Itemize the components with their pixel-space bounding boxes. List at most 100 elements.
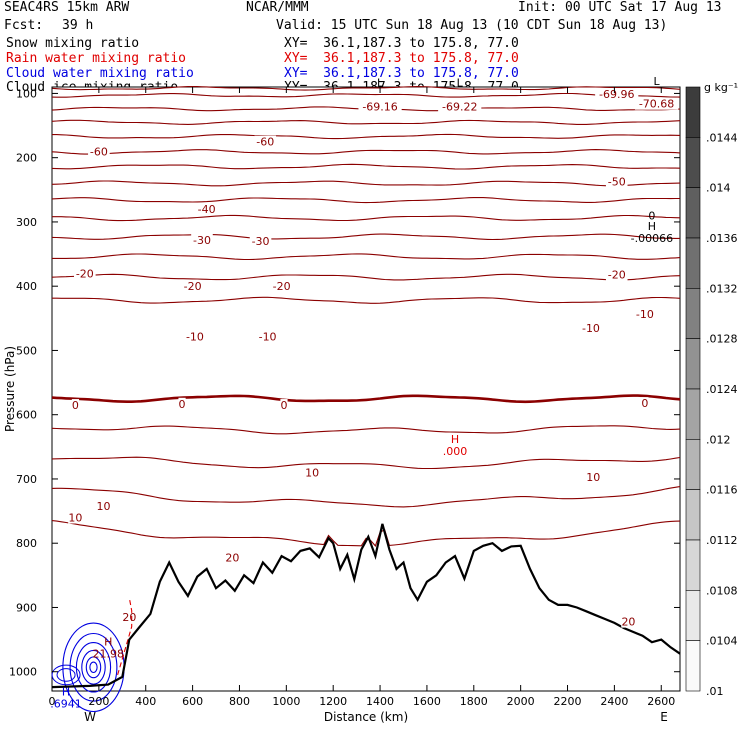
contour-label: 10	[305, 467, 319, 480]
temperature-contour	[51, 149, 681, 155]
contour-label-halo	[88, 145, 110, 158]
contour-label-halo	[641, 397, 649, 410]
terrain-profile	[51, 523, 681, 689]
temperature-contour	[51, 119, 681, 125]
extremum-marker: L	[377, 76, 384, 89]
contour-label-halo	[438, 100, 482, 113]
contour-label-halo	[280, 399, 288, 412]
contour-label-halo	[225, 551, 240, 564]
field-name-cloud-water: Cloud water mixing ratio	[6, 66, 194, 81]
y-tick-label: 600	[16, 409, 37, 422]
colorbar-tick-label: .0104	[706, 635, 738, 648]
rain-water-contours	[117, 597, 133, 676]
field-name-rain: Rain water mixing ratio	[6, 51, 187, 66]
colorbar-swatch	[685, 640, 701, 692]
y-tick-label: 500	[16, 344, 37, 357]
temperature-contour	[51, 425, 681, 435]
colorbar-tick-label: .0112	[706, 534, 738, 547]
x-tick-label: 1000	[272, 695, 300, 708]
colorbar-tick-label: .014	[706, 182, 731, 195]
extremum-marker: L	[457, 76, 464, 89]
terrain-line	[51, 523, 681, 689]
colorbar-swatch	[685, 187, 701, 239]
contour-label-halo	[254, 135, 277, 148]
x-tick-label: 2600	[647, 695, 675, 708]
colorbar-swatch	[685, 288, 701, 339]
contour-label: -30	[193, 234, 211, 247]
contour-label: -60	[90, 145, 108, 158]
x-tick-label: 1600	[413, 695, 441, 708]
y-tick-label: 200	[16, 152, 37, 165]
colorbar-swatch	[685, 439, 701, 490]
contour-label: -69.16	[362, 100, 397, 113]
contour-label-halo	[195, 203, 218, 216]
extremum-marker: H	[648, 220, 656, 233]
contour-label-halo	[634, 97, 679, 110]
contour-label: -10	[186, 330, 204, 343]
contour-label: 0	[641, 397, 648, 410]
contour-label-halo	[580, 321, 602, 334]
contour-label-halo	[178, 397, 186, 410]
contour-label-halo	[191, 233, 213, 246]
contour-label: -50	[608, 175, 626, 188]
contour-label-halo	[605, 175, 628, 188]
contour-label: 20	[621, 616, 635, 629]
contour-label: 20	[225, 551, 239, 564]
extremum-value: .6941	[50, 697, 82, 710]
contour-label: 0	[72, 399, 79, 412]
x-tick-label: 600	[182, 695, 203, 708]
temperature-contour	[51, 180, 681, 187]
east-label: E	[660, 710, 668, 724]
temperature-contour	[51, 92, 680, 98]
contour-label-halo	[184, 330, 206, 343]
contour-label: -10	[636, 308, 654, 321]
extremum-value: .000	[443, 445, 468, 458]
contour-label: -69.22	[442, 100, 477, 113]
temperature-contour	[51, 520, 681, 547]
contour-label-halo	[256, 330, 279, 343]
contour-label-halo	[249, 235, 272, 248]
contour-label-halo	[586, 471, 601, 484]
extremum-value: 21.98	[92, 647, 124, 660]
x-tick-label: 2000	[507, 695, 535, 708]
contour-label-halo	[304, 466, 320, 479]
temperature-contour	[51, 86, 681, 91]
colorbar-tick-label: .0124	[706, 383, 738, 396]
contour-label: 0	[280, 399, 287, 412]
contour-label-halo	[74, 267, 96, 280]
cloud-water-contour	[75, 642, 112, 693]
x-tick-label: 800	[229, 695, 250, 708]
colorbar-unit: g kg⁻¹	[704, 81, 738, 94]
contour-label-halo	[621, 615, 636, 628]
contour-label: -10	[582, 322, 600, 335]
temperature-contour	[51, 233, 680, 241]
contour-label: 20	[122, 611, 136, 624]
x-tick-label: 0	[49, 695, 56, 708]
forecast-hour: 39 h	[62, 18, 94, 33]
contour-label: -10	[259, 330, 277, 343]
temperature-contour	[51, 456, 681, 470]
colorbar: .0144 .014 .0136 .0132 .0128 .0124 .012 .0116 .0…	[685, 81, 738, 698]
y-axis-title: Pressure (hPa)	[3, 346, 17, 432]
contour-label: -40	[198, 203, 216, 216]
field-name-snow: Snow mixing ratio	[6, 36, 140, 51]
y-tick-label: 700	[16, 473, 37, 486]
colorbar-swatch	[685, 86, 701, 138]
west-label: W	[84, 710, 96, 724]
contour-label: 10	[68, 512, 82, 525]
colorbar-swatch	[685, 137, 701, 188]
colorbar-tick-label: .0132	[706, 282, 738, 295]
contour-label-halo	[270, 280, 293, 293]
contour-label: -69.96	[599, 88, 634, 101]
contour-label: 10	[586, 471, 600, 484]
contour-label: -20	[76, 267, 94, 280]
contour-label: -70.68	[639, 98, 674, 111]
colorbar-tick-label: .0108	[706, 584, 738, 597]
plot-frame	[51, 86, 681, 692]
y-tick-label: 100	[16, 87, 37, 100]
colorbar-swatch	[685, 237, 701, 289]
colorbar-tick-label: .01	[706, 685, 724, 698]
contour-label-halo	[595, 88, 639, 101]
extremum-value: -.00066	[631, 232, 673, 245]
y-tick-label: 800	[16, 537, 37, 550]
